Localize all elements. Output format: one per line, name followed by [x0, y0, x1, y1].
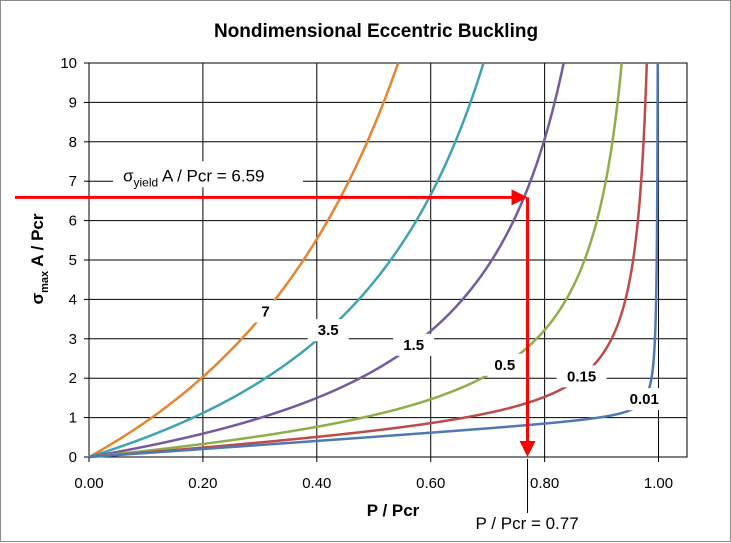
x-tick-label: 0.40 — [302, 475, 331, 492]
series-label-0.5: 0.5 — [494, 357, 515, 374]
curve-series-3.5 — [88, 62, 485, 459]
ylabel-sigma: σ — [28, 293, 47, 305]
y-tick-label: 7 — [69, 173, 77, 190]
plot-area — [88, 62, 688, 458]
y-tick-label: 10 — [60, 55, 77, 72]
y-tick-label: 5 — [69, 252, 77, 269]
y-tick-label: 9 — [69, 94, 77, 111]
curve-series-0.01 — [88, 62, 659, 459]
series-label-backdrop — [393, 333, 435, 356]
x-axis-label: P / Pcr — [367, 501, 420, 520]
y-tick-label: 1 — [69, 410, 77, 427]
y-tick-label: 0 — [69, 449, 77, 466]
p-arrowhead — [519, 441, 536, 457]
series-label-7: 7 — [261, 303, 269, 320]
ylabel-rest: A / Pcr — [28, 213, 47, 271]
y-tick-label: 4 — [69, 291, 77, 308]
yield-label-subscript: yield — [134, 175, 159, 189]
x-tick-label: 1.00 — [644, 475, 673, 492]
x-tick-label: 0.00 — [74, 475, 103, 492]
y-tick-label: 3 — [69, 331, 77, 348]
ylabel-subscript: max — [39, 270, 51, 293]
series-curves — [88, 62, 659, 459]
x-tick-label: 0.20 — [188, 475, 217, 492]
series-label-backdrop — [484, 353, 526, 376]
y-tick-label: 8 — [69, 134, 77, 151]
series-label-1.5: 1.5 — [403, 337, 424, 354]
x-tick-labels: 0.00 0.20 0.40 0.60 0.80 1.00 — [74, 475, 673, 492]
series-label-backdrop — [254, 300, 278, 323]
curve-series-1.5 — [88, 62, 565, 459]
yield-label-sigma: σ — [123, 166, 134, 185]
series-label-backdrop — [619, 388, 670, 411]
p-value-label: P / Pcr = 0.77 — [476, 514, 579, 533]
y-axis-label: σmax A / Pcr — [28, 213, 51, 304]
x-tick-label: 0.60 — [416, 475, 445, 492]
series-label-0.15: 0.15 — [567, 368, 596, 385]
x-tick-label: 0.80 — [530, 475, 559, 492]
y-tick-label: 6 — [69, 213, 77, 230]
chart-title: Nondimensional Eccentric Buckling — [214, 21, 538, 42]
annotations: σyield A / Pcr = 6.59P / Pcr = 0.77 — [15, 161, 579, 533]
y-tick-label: 2 — [69, 370, 77, 387]
series-label-backdrop — [556, 365, 607, 388]
series-labels: 7 3.5 1.5 0.5 0.15 0.01 — [254, 300, 670, 411]
y-tick-labels: 0 1 2 3 4 5 6 7 8 9 10 — [60, 55, 77, 466]
curve-series-0.5 — [88, 62, 623, 459]
yield-label-backdrop — [113, 161, 303, 188]
curve-series-7 — [88, 62, 400, 459]
series-label-backdrop — [307, 319, 349, 342]
gridlines — [84, 62, 687, 462]
yield-label: σyield A / Pcr = 6.59 — [123, 166, 265, 189]
yield-arrowhead — [511, 189, 528, 206]
yield-label-rest: A / Pcr = 6.59 — [158, 166, 264, 185]
series-label-3.5: 3.5 — [318, 322, 339, 339]
series-label-0.01: 0.01 — [630, 391, 659, 408]
